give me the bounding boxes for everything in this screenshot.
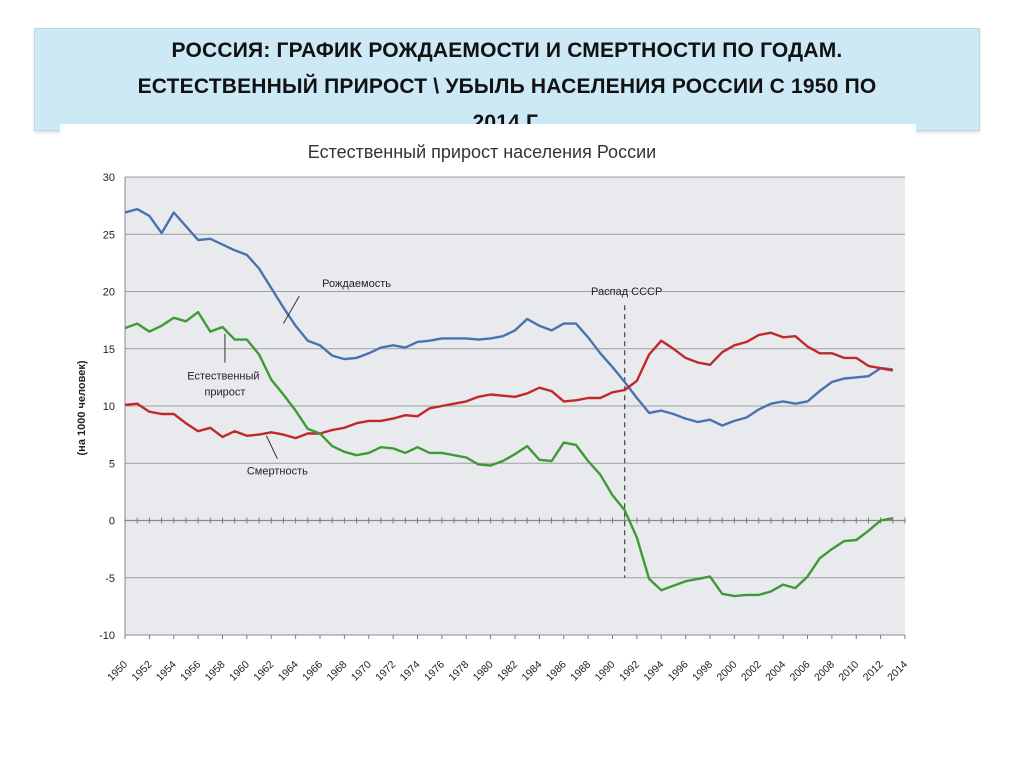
series-layer [124,207,894,598]
x-tick-label: 2000 [714,659,739,684]
x-tick-label: 1950 [105,659,130,684]
y-tick-label: 5 [109,458,115,470]
series-label-leader-death [265,435,278,459]
x-tick-label: 1998 [690,659,715,684]
x-tick-label: 1990 [593,659,618,684]
x-tick-label: 2002 [739,659,764,684]
annotation-layer: Распад СССР [591,286,662,578]
x-tick-label: 1972 [373,659,398,684]
x-tick-label: 2006 [788,659,813,684]
x-tick-label: 1954 [154,659,179,684]
x-tick-label: 1966 [300,659,325,684]
annotation-label-ussr-collapse: Распад СССР [591,286,662,298]
y-tick-label: 25 [103,229,115,241]
y-axis-label: (на 1000 человек) [76,360,88,455]
y-tick-label: 10 [103,401,115,413]
x-tick-label: 1956 [178,659,203,684]
y-tick-label: 15 [103,344,115,356]
chart-title: Естественный прирост населения России [308,142,656,162]
x-tick-label: 1978 [446,659,471,684]
x-tick-label: 2008 [812,659,837,684]
series-natural-growth [124,310,894,598]
x-tick-label: 1968 [324,659,349,684]
series-label-birth: Рождаемость [322,278,391,290]
y-tick-label: 20 [103,287,115,299]
chart-figure: Естественный прирост населения России (н… [60,124,916,734]
x-tick-label: 2010 [836,659,861,684]
x-tick-label: 1994 [641,659,666,684]
x-tick-label: 1996 [666,659,691,684]
x-tick-label: 1958 [203,659,228,684]
x-tick-label: 1976 [422,659,447,684]
series-label-layer: Рождаемость Смертность Естественный прир… [187,278,391,478]
series-label-growth-line-2: прирост [204,387,245,399]
y-tick-label: -5 [105,573,115,585]
series-label-growth: Естественный прирост [187,371,262,399]
series-label-death: Смертность [247,466,308,478]
slide-title-line-2: ЕСТЕСТВЕННЫЙ ПРИРОСТ \ УБЫЛЬ НАСЕЛЕНИЯ Р… [137,75,877,98]
y-tick-label: 0 [109,516,115,528]
x-tick-label: 1986 [544,659,569,684]
line-chart: Естественный прирост населения России (н… [76,142,910,684]
series-label-leader-birth [283,295,300,324]
x-tick-label: 2012 [861,659,886,684]
x-tick-label: 1980 [471,659,496,684]
x-tick-label: 1952 [129,659,154,684]
x-tick-label: 1962 [251,659,276,684]
y-tick-label: 30 [103,172,115,184]
x-tick-label: 1988 [568,659,593,684]
x-tick-label: 2014 [885,659,910,684]
x-tick-label: 1982 [495,659,520,684]
slide-title-banner: РОССИЯ: ГРАФИК РОЖДАЕМОСТИ И СМЕРТНОСТИ … [34,28,980,134]
y-tick-label: -10 [99,630,115,642]
x-tick-label: 1992 [617,659,642,684]
x-tick-label: 1974 [398,659,423,684]
x-tick-label: 1970 [349,659,374,684]
x-tick-label: 1964 [276,659,301,684]
x-tick-label: 1984 [519,659,544,684]
x-tick-label: 2004 [763,659,788,684]
series-death-rate [124,331,894,440]
series-label-growth-line-1: Естественный [187,371,259,383]
slide-title-line-1: РОССИЯ: ГРАФИК РОЖДАЕМОСТИ И СМЕРТНОСТИ … [171,39,843,62]
series-birth-rate [124,207,893,427]
x-tick-label: 1960 [227,659,252,684]
